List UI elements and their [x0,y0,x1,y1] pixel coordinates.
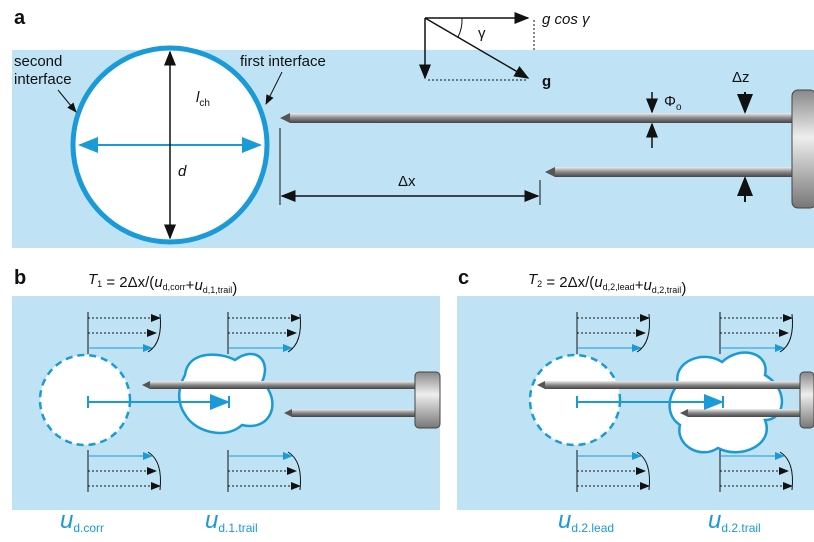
shape [688,409,800,417]
shape [779,451,793,491]
shape [147,451,161,491]
label: d.2.trail [721,521,760,535]
shape [791,89,814,209]
shape [636,451,650,491]
label: 2 [537,279,542,289]
shape [555,167,792,177]
label: u [154,274,163,291]
label: Δz [732,69,750,86]
label: = 2Δx/( [102,274,154,291]
u-left: ud.2.lead [558,507,614,535]
label: d.2.lead [571,521,614,535]
label: u [60,507,73,534]
shape [545,381,800,389]
shape [290,113,792,123]
shape [280,113,290,123]
label: b [14,267,26,289]
shape [284,409,292,417]
label: second [14,53,62,70]
shape [636,313,650,353]
shape [177,352,274,435]
label: ch [199,98,210,109]
label: c [458,267,469,289]
shape [779,313,793,353]
label: u [558,507,571,534]
label: 1 [97,279,102,289]
label: u [708,507,721,534]
shape [528,353,622,447]
label: first interface [240,53,326,70]
label: l [196,89,200,106]
panel-b: b T1 = 2Δx/(ud,corr+ud,1,trail) ud.corr … [12,267,441,535]
label: ) [232,280,237,297]
label: d.1.trail [218,521,257,535]
shape [457,17,463,38]
shape [147,313,161,353]
shape [537,381,545,389]
shape [287,313,301,353]
gravity-diagram: γ g cos γ g [419,11,591,90]
label: u [194,277,203,294]
shape [287,451,301,491]
label: T [528,271,539,288]
shape [545,167,555,177]
l-ch: lch [196,89,210,109]
shape [292,409,415,417]
label: ) [681,280,686,297]
formula: T1 = 2Δx/(ud,corr+ud,1,trail) [88,271,237,297]
shape [424,17,530,79]
label: + [635,277,644,294]
phi: Φo [664,93,682,113]
label: d,2,lead [603,282,635,292]
panel-c: c T2 = 2Δx/(ud,2,lead+ud,2,trail) ud.2.l… [457,267,814,535]
u-left: ud.corr [60,507,104,535]
u-right: ud.2.trail [708,507,761,535]
label: g cos γ [542,11,591,28]
label: o [676,102,682,113]
shape [38,353,132,447]
shape [265,71,283,105]
label: g [542,73,551,90]
formula: T2 = 2Δx/(ud,2,lead+ud,2,trail) [528,271,686,297]
label: d.corr [73,521,104,535]
shape [799,371,814,429]
shape [680,409,688,417]
label: Δx [398,173,416,190]
u-right: ud.1.trail [205,507,258,535]
shape [668,351,784,454]
shape [414,371,441,429]
label: Φ [664,93,676,110]
label: d,1,trail [203,285,233,295]
label: = 2Δx/( [542,274,594,291]
label: d,corr [163,282,186,292]
label: u [205,507,218,534]
label: u [594,274,603,291]
shape [57,89,77,113]
label: d,2,trail [652,285,682,295]
label: γ [478,25,486,42]
shape [142,381,150,389]
label: interface [14,71,72,88]
label: + [186,277,195,294]
label: T [88,271,99,288]
label: u [643,277,652,294]
label: a [14,7,26,29]
shape [150,381,415,389]
label: d [178,163,187,180]
panel-a: a γ g cos γ g lch d second interface fir… [12,7,814,248]
